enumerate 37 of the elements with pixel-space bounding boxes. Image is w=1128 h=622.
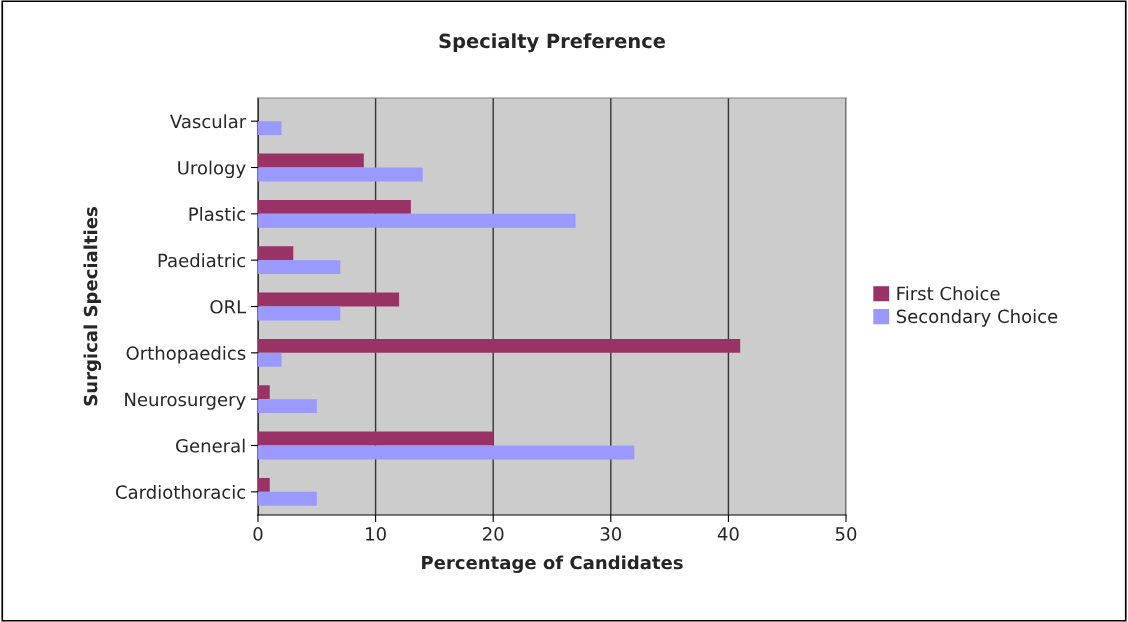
y-tick-label: Neurosurgery — [125, 392, 246, 410]
x-tick-label: 40 — [717, 527, 739, 541]
legend-label: First Choice — [897, 286, 1000, 301]
y-tick-label: Orthopaedics — [126, 345, 246, 364]
bar — [258, 153, 364, 168]
y-axis-title: Surgical Specialties — [83, 207, 102, 406]
bar — [258, 491, 317, 506]
x-tick-label: 0 — [253, 527, 263, 541]
bar — [258, 199, 411, 214]
x-tick-label: 20 — [483, 527, 504, 541]
bar — [258, 292, 400, 307]
bar — [258, 338, 741, 353]
bar — [258, 385, 270, 400]
y-tick-label: General — [176, 438, 245, 453]
y-tick-label: Cardiothoracic — [115, 484, 246, 499]
y-tick-label: Plastic — [189, 206, 246, 221]
chart-title: Specialty Preference — [439, 33, 665, 53]
legend-label: Secondary Choice — [896, 309, 1058, 327]
bar — [258, 167, 423, 182]
x-axis-title: Percentage of Candidates — [422, 555, 683, 574]
x-tick-label: 30 — [600, 527, 622, 541]
y-tick-label: ORL — [210, 299, 247, 314]
bar — [258, 121, 282, 136]
x-tick-label: 10 — [366, 527, 386, 541]
bar — [258, 477, 270, 492]
x-tick-label: 50 — [835, 527, 857, 541]
bar — [258, 246, 294, 261]
bar — [258, 399, 317, 414]
bar — [258, 352, 282, 367]
bar — [258, 445, 635, 460]
bar — [258, 260, 341, 275]
bar — [258, 213, 576, 228]
y-tick-label: Paediatric — [158, 253, 246, 268]
bar — [258, 306, 341, 321]
y-tick-label: Urology — [178, 160, 246, 179]
bar — [258, 431, 494, 446]
y-tick-label: Vascular — [170, 114, 247, 129]
